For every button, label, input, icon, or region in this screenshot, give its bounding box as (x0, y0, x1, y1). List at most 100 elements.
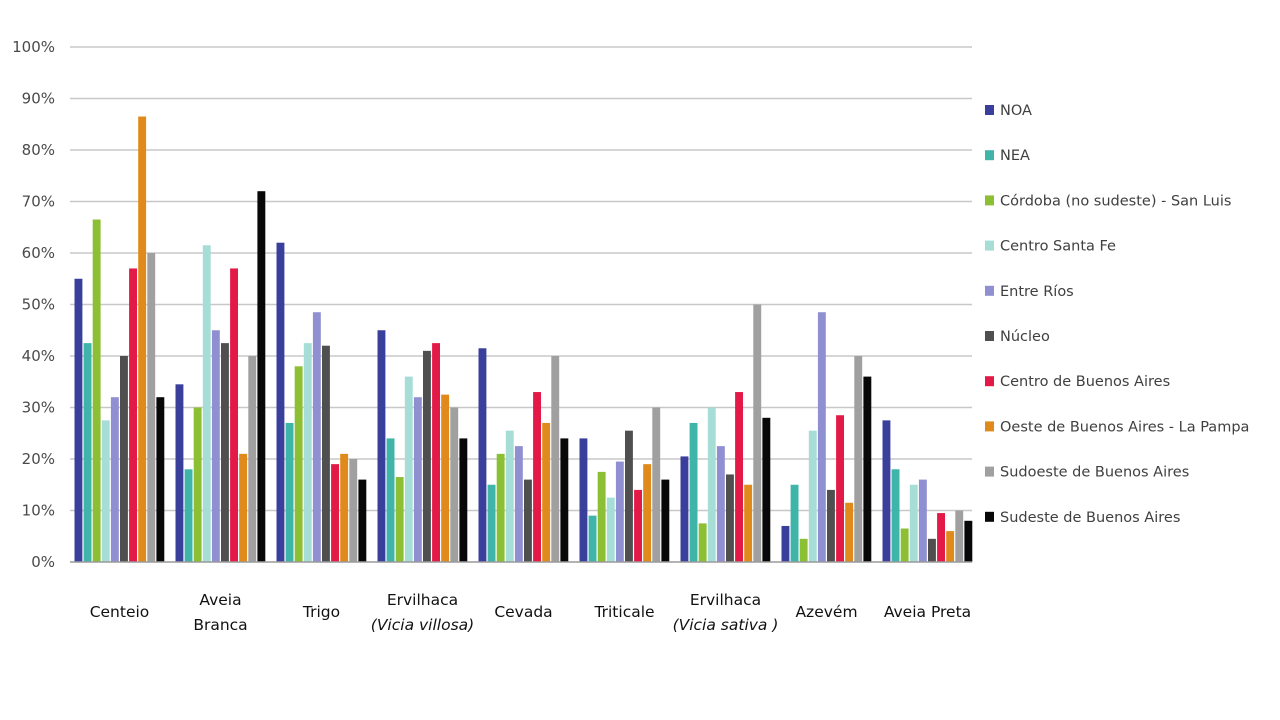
legend-label: NEA (1000, 148, 1030, 164)
bar (542, 422, 551, 562)
bar (129, 268, 137, 562)
bar (955, 510, 964, 562)
bar (138, 116, 147, 563)
bar (918, 479, 927, 562)
bar (928, 538, 936, 562)
x-category-label: Ervilhaca (Vicia sativa ) (673, 591, 779, 634)
bar (524, 479, 532, 562)
y-tick-label: 100% (12, 38, 55, 56)
bar (533, 392, 541, 562)
x-category-line2: (Vicia sativa ) (673, 616, 779, 634)
bar (377, 330, 386, 562)
bar (312, 312, 321, 562)
legend-label: Sudoeste de Buenos Aires (1000, 465, 1189, 481)
bar (863, 376, 872, 562)
legend-swatch (985, 466, 994, 477)
bar (891, 469, 900, 562)
x-category-label: Cevada (494, 603, 552, 621)
bar (588, 515, 597, 562)
legend-swatch (985, 421, 994, 432)
bar (340, 453, 349, 562)
bar (175, 384, 184, 562)
bar (909, 484, 918, 562)
legend-swatch (985, 240, 994, 251)
bar-group (276, 242, 367, 562)
bar (882, 420, 891, 562)
legend-swatch (985, 150, 994, 161)
y-tick-label: 10% (22, 502, 55, 520)
bar-group (882, 420, 973, 562)
bar (615, 461, 624, 562)
bar (845, 502, 854, 562)
bar (395, 477, 404, 562)
bar (211, 330, 220, 562)
legend-item: Centro Santa Fe (985, 239, 1116, 255)
bar (597, 471, 606, 562)
bar (303, 343, 312, 562)
bar (551, 356, 560, 562)
x-category-line1: Ervilhaca (387, 591, 458, 609)
bar (450, 407, 459, 562)
bar (652, 407, 661, 562)
bar (836, 415, 844, 562)
bars (74, 116, 973, 563)
bar (606, 497, 615, 562)
bar (239, 453, 248, 562)
bar (661, 479, 670, 562)
bar-group (579, 407, 670, 562)
bar-group (175, 191, 266, 562)
bar (514, 446, 523, 562)
y-tick-label: 90% (22, 90, 55, 108)
bar (184, 469, 193, 562)
legend-label: NOA (1000, 103, 1032, 119)
bar (413, 397, 422, 562)
bar (487, 484, 496, 562)
y-tick-label: 30% (22, 399, 55, 417)
bar (744, 484, 753, 562)
x-category-line2: Branca (193, 616, 247, 634)
bar (560, 438, 569, 562)
x-category-line1: Azevém (795, 603, 857, 621)
bar (735, 392, 743, 562)
legend-swatch (985, 285, 994, 296)
legend-swatch (985, 331, 994, 341)
bar (358, 479, 367, 562)
legend-swatch (985, 105, 994, 115)
x-category-label: Triticale (593, 603, 654, 621)
bar (349, 459, 358, 562)
bar (276, 242, 285, 562)
legend-label: Sudeste de Buenos Aires (1000, 510, 1180, 526)
x-category-line1: Aveia Preta (884, 603, 971, 621)
bar (579, 438, 588, 562)
bar (496, 453, 505, 562)
bar (689, 422, 698, 562)
bar (964, 520, 973, 562)
x-category-label: Trigo (302, 603, 340, 621)
legend-swatch (985, 511, 994, 522)
x-category-line1: Triticale (593, 603, 654, 621)
legend-item: Centro de Buenos Aires (985, 374, 1170, 390)
legend-label: Centro de Buenos Aires (1000, 374, 1170, 390)
bar (101, 420, 110, 562)
legend-item: NOA (985, 103, 1032, 119)
bar (248, 356, 257, 562)
y-tick-label: 70% (22, 193, 55, 211)
y-tick-label: 50% (22, 296, 55, 314)
y-tick-label: 60% (22, 244, 55, 262)
bar (505, 430, 514, 562)
y-tick-label: 0% (31, 553, 55, 571)
bar (643, 464, 652, 562)
x-category-line1: Trigo (302, 603, 340, 621)
bar (230, 268, 238, 562)
x-category-label: Aveia Preta (884, 603, 971, 621)
bar (827, 489, 835, 562)
x-category-line1: Aveia (199, 591, 241, 609)
legend: NOA NEA Córdoba (no sudeste) - San Luis Cen… (985, 103, 1249, 526)
x-category-label: Centeio (90, 603, 150, 621)
bar (817, 312, 826, 562)
legend-swatch (985, 376, 994, 387)
x-category-line1: Ervilhaca (690, 591, 761, 609)
bar (781, 525, 790, 562)
legend-item: Sudeste de Buenos Aires (985, 510, 1180, 526)
bar (386, 438, 395, 562)
